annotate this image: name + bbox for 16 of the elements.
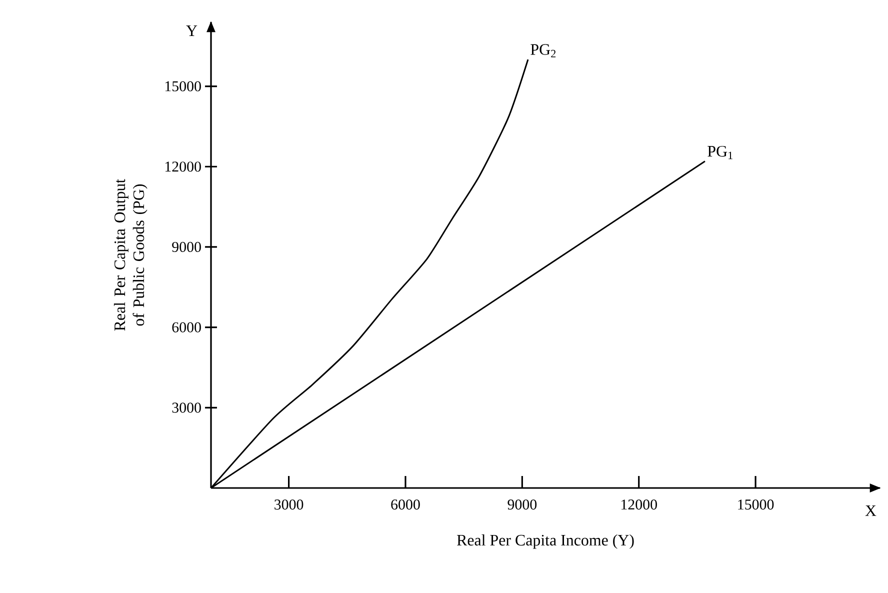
y-tick-label: 3000 xyxy=(172,402,201,413)
series-label: PG$_{2}$ xyxy=(530,44,556,58)
x-tick-label: 15000 xyxy=(738,499,774,510)
x-tick-label: 12000 xyxy=(621,499,657,510)
x-tick-label: 6000 xyxy=(391,499,420,510)
x-tick-label: 3000 xyxy=(274,499,304,510)
text: Y xyxy=(186,26,198,36)
text: X xyxy=(865,505,876,516)
y-tick-label: 9000 xyxy=(172,242,201,252)
series-label: PG$_{1}$ xyxy=(708,146,732,160)
y-tick-label: 15000 xyxy=(165,81,201,92)
x-axis-title: Real Per Capita Income (Y) xyxy=(456,534,634,549)
y-tick-label: 12000 xyxy=(165,162,201,172)
x-tick-label: 9000 xyxy=(508,499,537,510)
y-axis-title: Real Per Capita Output of Public Goods (PG) xyxy=(114,178,148,331)
y-tick-label: 6000 xyxy=(172,322,201,332)
